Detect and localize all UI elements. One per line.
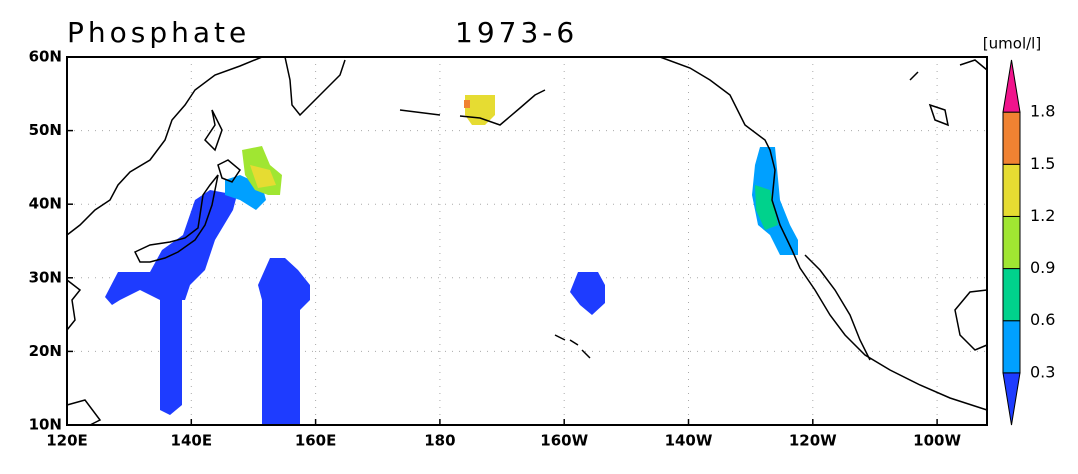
x-tick-label: 140W [665, 432, 713, 450]
colorbar-label: 1.2 [1030, 206, 1055, 225]
x-tick-label: 160E [295, 432, 337, 450]
y-tick-label: 40N [29, 195, 62, 213]
x-tick-label: 180 [424, 432, 455, 450]
coastline [66, 279, 82, 331]
coastline [66, 399, 102, 426]
field-patch [258, 258, 310, 425]
coastline [204, 109, 223, 152]
x-tick-label: 160W [540, 432, 588, 450]
coastline [217, 159, 241, 183]
coastline [954, 289, 988, 351]
colorbar-segment [1002, 163, 1021, 217]
field-patch [755, 185, 778, 230]
colorbar: 0.3 0.6 0.9 1.2 1.5 1.8 [1002, 59, 1055, 426]
coastlines [66, 56, 988, 426]
x-axis: 120E 140E 160E 180 160W 140W 120W 100W [46, 419, 961, 450]
field-patch [570, 272, 605, 315]
field-patch [105, 190, 237, 415]
field-patch [464, 100, 470, 108]
x-tick-label: 100W [913, 432, 961, 450]
colorbar-label: 0.6 [1030, 310, 1055, 329]
coastline [804, 254, 871, 361]
field-patch [250, 165, 276, 188]
x-tick-label: 140E [171, 432, 213, 450]
field-patch [752, 147, 798, 255]
y-tick-label: 60N [29, 48, 62, 66]
x-tick-label: 120W [789, 432, 837, 450]
colorbar-label: 0.3 [1030, 362, 1055, 381]
y-axis: 10N 20N 30N 40N 50N 60N [29, 48, 73, 434]
colorbar-segment [1002, 320, 1021, 374]
y-tick-label: 30N [29, 268, 62, 286]
coastline [66, 56, 263, 236]
x-tick-label: 120E [46, 432, 88, 450]
colorbar-segment [1002, 372, 1021, 426]
unit-label: [umol/l] [983, 35, 1041, 53]
y-tick-label: 50N [29, 121, 62, 139]
colorbar-label: 0.9 [1030, 258, 1055, 277]
coastline [399, 89, 546, 126]
colorbar-segment [1002, 215, 1021, 270]
coastline [659, 56, 988, 411]
coastline [909, 59, 988, 127]
colorbar-label: 1.5 [1030, 154, 1055, 173]
colorbar-label: 1.8 [1030, 102, 1055, 121]
colorbar-segment [1002, 59, 1021, 113]
data-field [105, 95, 798, 425]
y-tick-label: 20N [29, 342, 62, 360]
map-period: 1973-6 [455, 16, 578, 49]
coastline [284, 56, 346, 117]
field-patch [465, 95, 495, 125]
coastline [133, 174, 219, 263]
y-tick-label: 10N [29, 416, 62, 434]
colorbar-segment [1002, 268, 1021, 322]
colorbar-segment [1002, 111, 1021, 165]
map-title: Phosphate [67, 16, 250, 49]
map-frame [66, 56, 988, 426]
coastline [554, 334, 591, 359]
